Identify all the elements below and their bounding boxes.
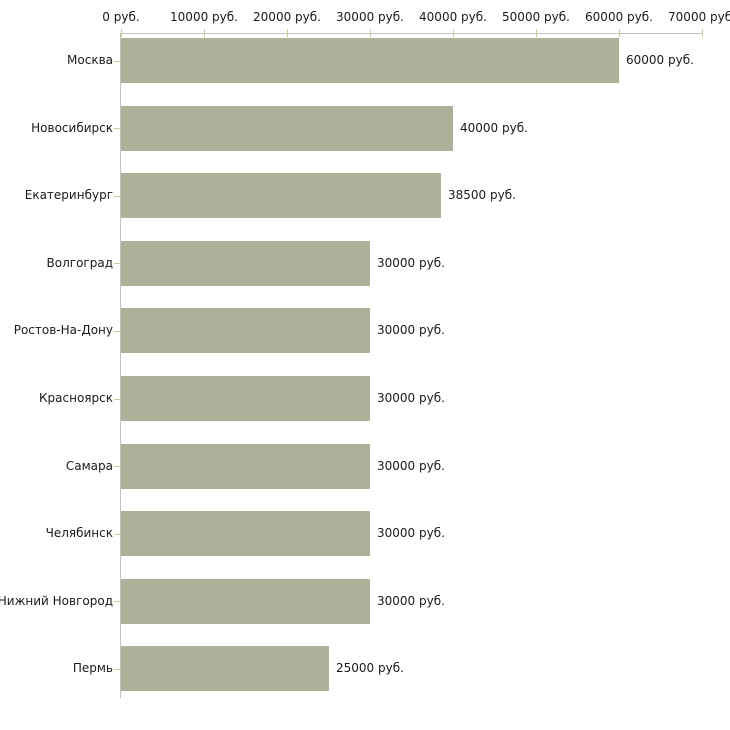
bar <box>121 241 370 286</box>
x-tick-label: 50000 руб. <box>502 10 570 24</box>
category-label: Новосибирск <box>31 121 113 135</box>
category-label: Москва <box>67 53 113 67</box>
category-label: Волгоград <box>46 256 113 270</box>
value-label: 38500 руб. <box>448 188 516 202</box>
value-label: 40000 руб. <box>460 121 528 135</box>
x-tick-mark <box>370 29 371 37</box>
value-label: 30000 руб. <box>377 594 445 608</box>
category-tick-mark <box>114 601 122 602</box>
category-label: Екатеринбург <box>24 188 113 202</box>
category-tick-mark <box>114 669 122 670</box>
x-tick-label: 40000 руб. <box>419 10 487 24</box>
value-label: 30000 руб. <box>377 391 445 405</box>
bar <box>121 173 441 218</box>
bar <box>121 376 370 421</box>
category-tick-mark <box>114 331 122 332</box>
category-label: Нижний Новгород <box>0 594 113 608</box>
x-tick-mark <box>619 29 620 37</box>
x-tick-mark <box>287 29 288 37</box>
x-tick-label: 20000 руб. <box>253 10 321 24</box>
bar <box>121 106 453 151</box>
x-tick-mark <box>453 29 454 37</box>
category-tick-mark <box>114 196 122 197</box>
x-tick-mark <box>702 29 703 37</box>
category-label: Пермь <box>72 661 113 675</box>
value-label: 30000 руб. <box>377 323 445 337</box>
bar <box>121 444 370 489</box>
x-tick-label: 30000 руб. <box>336 10 404 24</box>
value-label: 25000 руб. <box>336 661 404 675</box>
category-label: Челябинск <box>45 526 113 540</box>
value-label: 30000 руб. <box>377 526 445 540</box>
x-tick-label: 10000 руб. <box>170 10 238 24</box>
x-tick-label: 0 руб. <box>102 10 140 24</box>
bar <box>121 579 370 624</box>
x-tick-mark <box>204 29 205 37</box>
category-label: Красноярск <box>39 391 113 405</box>
bar <box>121 646 329 691</box>
category-tick-mark <box>114 263 122 264</box>
category-tick-mark <box>114 128 122 129</box>
value-label: 60000 руб. <box>626 53 694 67</box>
value-label: 30000 руб. <box>377 256 445 270</box>
y-axis-line <box>120 33 121 698</box>
x-tick-label: 60000 руб. <box>585 10 653 24</box>
x-tick-label: 70000 руб. <box>668 10 730 24</box>
category-tick-mark <box>114 399 122 400</box>
category-label: Самара <box>65 459 113 473</box>
category-label: Ростов-На-Дону <box>13 323 113 337</box>
x-tick-mark <box>536 29 537 37</box>
category-tick-mark <box>114 61 122 62</box>
x-axis-line <box>120 33 702 34</box>
x-tick-mark <box>121 29 122 37</box>
bar <box>121 308 370 353</box>
value-label: 30000 руб. <box>377 459 445 473</box>
category-tick-mark <box>114 466 122 467</box>
bar <box>121 38 619 83</box>
category-tick-mark <box>114 534 122 535</box>
bar <box>121 511 370 556</box>
